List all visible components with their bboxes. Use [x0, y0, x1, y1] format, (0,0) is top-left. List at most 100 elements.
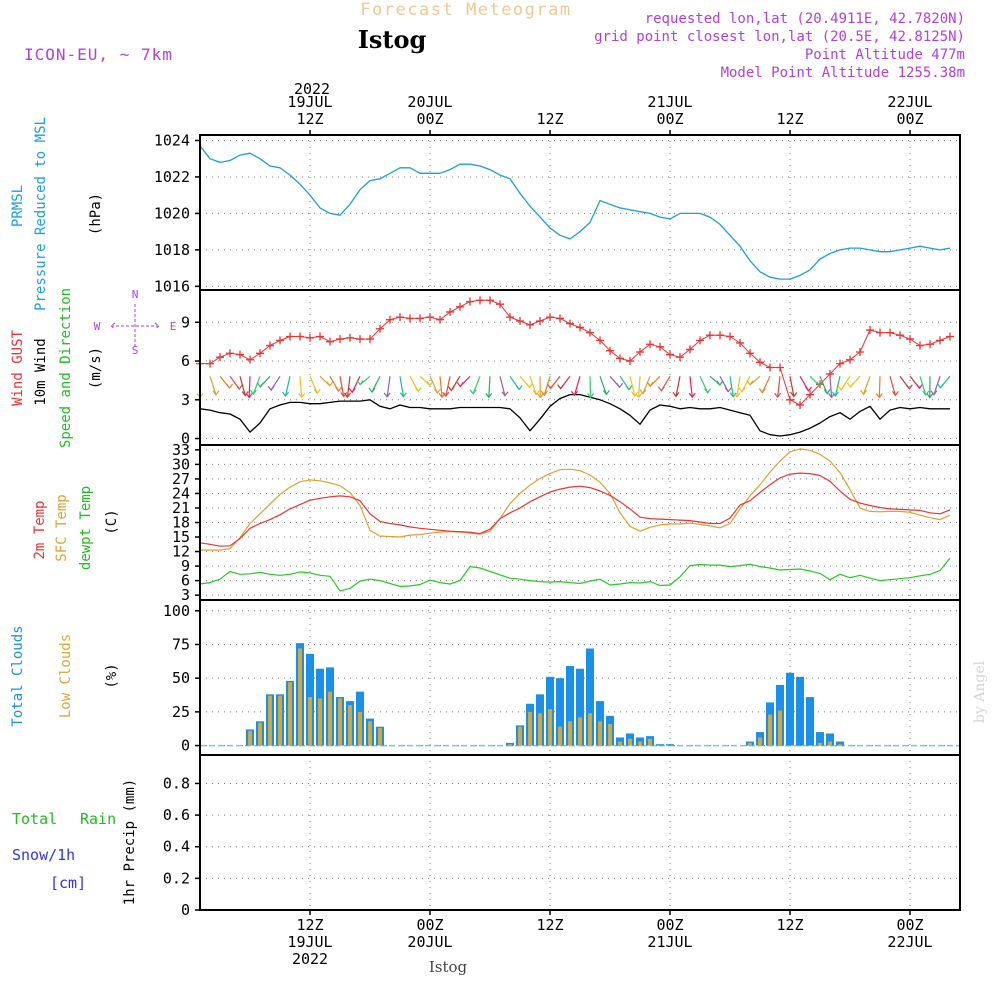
wind-direction-arrow: [529, 376, 537, 395]
low-cloud-bar: [548, 709, 552, 746]
total-cloud-bar: [806, 697, 814, 746]
low-cloud-bar: [828, 741, 832, 746]
wind-direction-arrow: [499, 376, 506, 396]
wind-arrowhead: [245, 393, 253, 399]
wind-arrowhead: [249, 389, 257, 396]
gust-marker: [576, 323, 584, 332]
wind-direction-arrow: [399, 376, 404, 397]
top-time-label: 12Z: [776, 110, 803, 128]
gust-marker: [736, 338, 744, 347]
wind-arrowhead: [348, 388, 356, 394]
wind-arrowhead: [905, 384, 913, 390]
precip-axis-label: 1hr Precip (mm): [122, 779, 138, 905]
bottom-time-label: 2022: [292, 950, 328, 968]
wind-direction-arrow: [638, 376, 641, 398]
wind-arrowhead: [828, 392, 836, 399]
temperature-ytick-label: 18: [172, 514, 190, 532]
low-cloud-bar: [308, 697, 312, 746]
bottom-time-label: 12Z: [776, 916, 803, 934]
total-rain-label-b: Rain: [80, 810, 116, 828]
low-cloud-bar: [358, 711, 362, 746]
total-rain-label-a: Total: [12, 810, 57, 828]
pressure-ytick-label: 1024: [154, 131, 190, 149]
low-cloud-bar: [528, 711, 532, 746]
gust-marker: [246, 355, 254, 364]
top-year-label: 2022: [294, 80, 330, 98]
gust-marker: [796, 400, 804, 409]
gust-marker: [446, 307, 454, 316]
wind-arrowhead: [485, 393, 493, 399]
wind-arrowhead: [536, 393, 544, 399]
gust-marker: [876, 328, 884, 337]
wind-direction-arrow: [862, 376, 871, 395]
gust-marker: [636, 348, 644, 356]
cloud-unit: (%): [104, 663, 120, 688]
wind-arrowhead: [557, 384, 565, 390]
temperature-ytick-label: 3: [181, 586, 190, 604]
clouds-ytick-label: 25: [172, 703, 190, 721]
total-cloud-bar: [576, 668, 584, 746]
wind-direction-arrow: [599, 376, 607, 395]
total-cloud-bar: [826, 733, 834, 746]
wind-direction-arrow: [429, 376, 439, 394]
gust-marker: [806, 390, 814, 399]
temperature-ytick-label: 33: [172, 441, 190, 459]
gust-marker: [666, 350, 674, 359]
gust-marker: [896, 331, 904, 340]
gust-marker: [486, 296, 494, 305]
wind-arrowhead: [501, 391, 509, 397]
temperature-ytick-label: 12: [172, 543, 190, 561]
dewpt-line: [199, 557, 951, 592]
gust-marker: [756, 358, 764, 367]
wind-arrowhead: [922, 390, 930, 396]
precip-ytick-label: 0: [181, 901, 190, 919]
gust-marker: [596, 336, 604, 345]
gust-marker: [616, 354, 624, 363]
compass-letter: E: [170, 320, 177, 333]
low-cloud-bar: [838, 744, 842, 746]
wind-arrowhead: [639, 389, 647, 395]
gust-marker: [646, 340, 654, 349]
gust-marker: [556, 314, 564, 323]
wind-direction-arrow: [777, 376, 781, 398]
bottom-time-label: 19JUL: [287, 933, 332, 951]
gust-marker: [236, 350, 244, 359]
prmsl-label: PRMSL: [10, 185, 26, 227]
gust-marker: [516, 317, 524, 325]
low-cloud-bar: [368, 721, 372, 746]
wind-direction-arrow: [589, 376, 592, 398]
wind-arrowhead: [343, 392, 351, 399]
wind-direction-arrow: [933, 376, 941, 395]
low-cloud-bar: [638, 741, 642, 746]
chart-title: Forecast Meteogram: [360, 0, 571, 20]
wind-arrowhead: [368, 387, 376, 394]
gust-marker: [436, 315, 444, 324]
gust-marker: [846, 355, 854, 364]
wind-direction-arrow: [642, 376, 651, 394]
clouds-ytick-label: 50: [172, 669, 190, 687]
gust-marker: [206, 359, 214, 368]
wind-arrowhead: [616, 382, 624, 389]
gust-marker: [946, 332, 954, 341]
gust-marker: [706, 331, 714, 340]
clouds-ytick-label: 0: [181, 737, 190, 755]
wind-arrowhead: [631, 391, 639, 397]
wind-direction-arrow: [736, 376, 741, 397]
gust-marker: [386, 315, 394, 324]
wind-direction-arrow: [761, 376, 771, 393]
low-cloud-bar: [818, 742, 822, 746]
wind-ytick-label: 3: [181, 391, 190, 409]
gust-marker: [226, 349, 234, 358]
gust-marker: [356, 335, 364, 344]
bottom-time-label: 00Z: [656, 916, 683, 934]
wind-arrowhead: [456, 381, 464, 388]
low-cloud-bar: [768, 714, 772, 746]
low-cloud-bar: [328, 691, 332, 746]
pressure-ytick-label: 1018: [154, 241, 190, 259]
wind-arrowhead: [356, 380, 364, 386]
wind-arrowhead: [816, 381, 824, 387]
temperature-ytick-label: 27: [172, 470, 190, 488]
top-time-label: 00Z: [896, 110, 923, 128]
gust-marker: [326, 337, 334, 346]
low-cloud-bar: [558, 726, 562, 746]
